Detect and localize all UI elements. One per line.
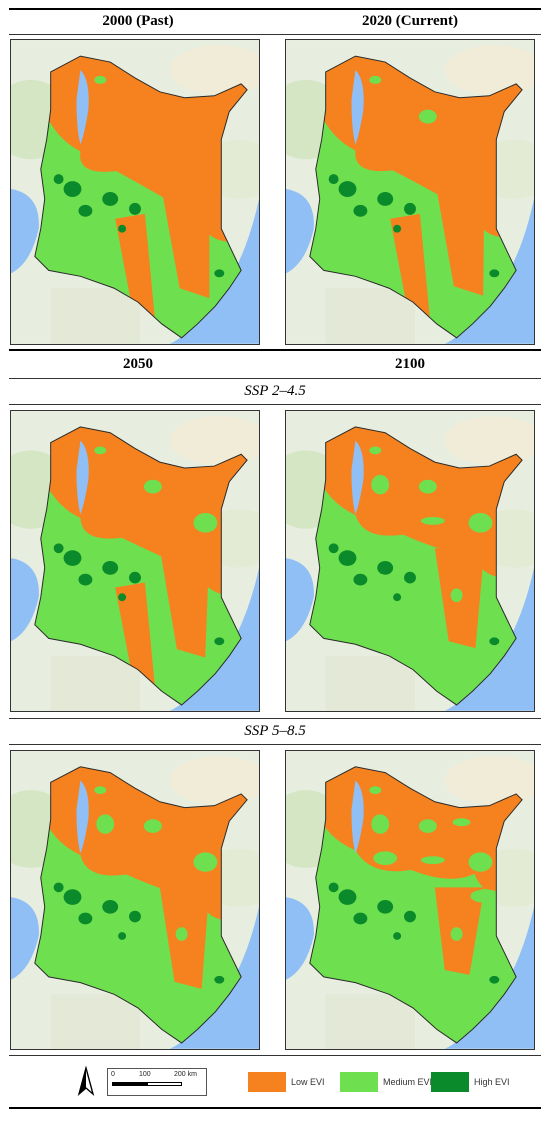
scale-tick-200: 200 km bbox=[174, 1071, 197, 1078]
legend-label-high: High EVI bbox=[474, 1077, 510, 1087]
scale-tick-0: 0 bbox=[111, 1071, 115, 1078]
north-arrow-icon bbox=[77, 1066, 95, 1097]
scenario-ssp245-label: SSP 2–4.5 bbox=[244, 383, 306, 399]
scale-segment-1 bbox=[112, 1082, 147, 1086]
scenario-rule-2 bbox=[9, 744, 541, 745]
top-rule bbox=[9, 8, 541, 10]
map-2050-ssp245 bbox=[10, 410, 260, 712]
legend-label-low: Low EVI bbox=[291, 1077, 325, 1087]
scale-segment-2 bbox=[147, 1082, 182, 1086]
map-2100-ssp585 bbox=[285, 750, 535, 1050]
scenario-divider bbox=[9, 718, 541, 719]
section-rule bbox=[9, 349, 541, 351]
legend-swatch-medium bbox=[340, 1072, 378, 1092]
legend-swatch-high bbox=[431, 1072, 469, 1092]
header-2100: 2100 bbox=[395, 356, 425, 372]
legend-swatch-low bbox=[248, 1072, 286, 1092]
map-2100-ssp245 bbox=[285, 410, 535, 712]
legend-label-medium: Medium EVI bbox=[383, 1077, 433, 1087]
scenario-ssp585-label: SSP 5–8.5 bbox=[244, 723, 306, 739]
header-rule bbox=[9, 34, 541, 35]
scale-bar: 0 100 200 km bbox=[107, 1068, 207, 1096]
scale-tick-100: 100 bbox=[139, 1071, 151, 1078]
map-2020 bbox=[285, 39, 535, 345]
header-rule-2 bbox=[9, 378, 541, 379]
header-2000: 2000 (Past) bbox=[102, 13, 174, 29]
map-2000 bbox=[10, 39, 260, 345]
map-2050-ssp585 bbox=[10, 750, 260, 1050]
header-2020: 2020 (Current) bbox=[362, 13, 458, 29]
bottom-rule bbox=[9, 1107, 541, 1109]
header-2050: 2050 bbox=[123, 356, 153, 372]
scenario-rule-1 bbox=[9, 404, 541, 405]
legend-top-rule bbox=[9, 1055, 541, 1056]
